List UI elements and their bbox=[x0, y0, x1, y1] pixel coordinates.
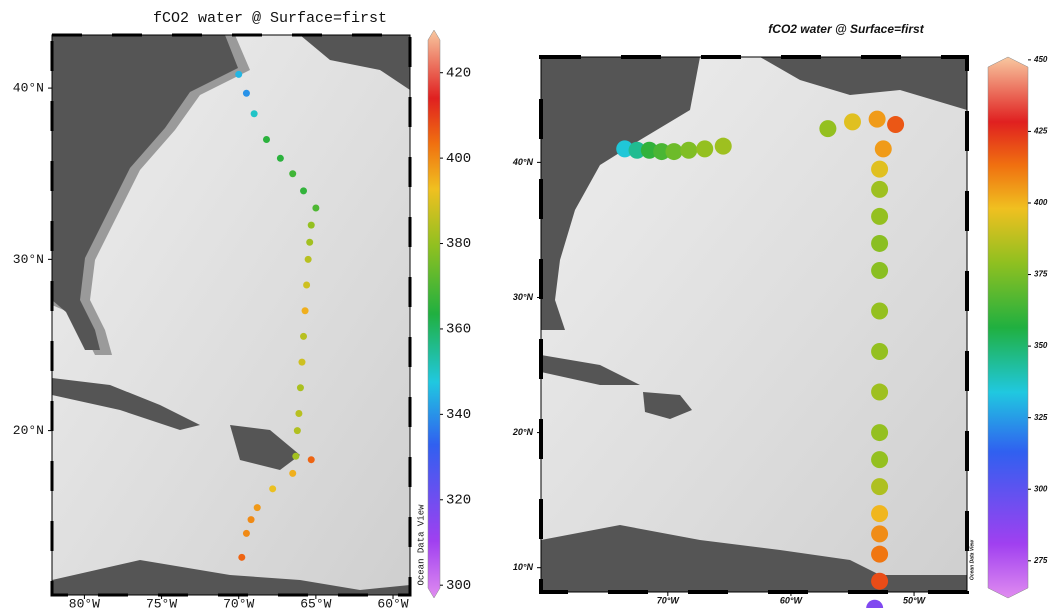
track-point bbox=[871, 525, 888, 542]
lon-tick-label: 75°W bbox=[146, 596, 177, 608]
track-point bbox=[871, 161, 888, 178]
lat-tick-label: 30°N bbox=[513, 292, 534, 302]
track-point bbox=[871, 343, 888, 360]
colorbar-tick-label: 320 bbox=[446, 492, 471, 508]
track-point bbox=[696, 140, 713, 157]
lat-tick-label: 20°N bbox=[512, 427, 534, 437]
colorbar-tick-label: 300 bbox=[446, 578, 471, 594]
lat-tick-label: 20°N bbox=[13, 423, 44, 438]
lon-tick-label: 50°W bbox=[903, 595, 927, 605]
colorbar-tick-label: 380 bbox=[446, 236, 471, 252]
track-point bbox=[887, 116, 904, 133]
track-point bbox=[871, 181, 888, 198]
track-point bbox=[238, 554, 245, 561]
panel-title: fCO2 water @ Surface=first bbox=[768, 22, 924, 36]
track-point bbox=[308, 222, 315, 229]
track-point bbox=[871, 424, 888, 441]
track-point bbox=[277, 155, 284, 162]
track-point bbox=[866, 600, 883, 608]
track-point bbox=[871, 505, 888, 522]
lon-tick-label: 70°W bbox=[657, 595, 681, 605]
track-point bbox=[871, 546, 888, 563]
track-point bbox=[300, 187, 307, 194]
track-point bbox=[298, 359, 305, 366]
track-point bbox=[871, 262, 888, 279]
colorbar-tick-label: 325 bbox=[1034, 413, 1048, 422]
colorbar bbox=[988, 57, 1028, 598]
track-point bbox=[869, 111, 886, 128]
lon-tick-label: 70°W bbox=[223, 596, 254, 608]
track-point bbox=[248, 516, 255, 523]
track-point bbox=[871, 573, 888, 590]
colorbar-tick-label: 375 bbox=[1034, 270, 1048, 279]
lat-tick-label: 30°N bbox=[13, 252, 44, 267]
colorbar-tick-label: 400 bbox=[446, 151, 471, 167]
track-point bbox=[871, 235, 888, 252]
track-point bbox=[305, 256, 312, 263]
credit: Ocean Data View bbox=[416, 504, 426, 586]
track-point bbox=[243, 90, 250, 97]
track-point bbox=[289, 470, 296, 477]
track-point bbox=[235, 71, 242, 78]
track-point bbox=[871, 302, 888, 319]
track-point bbox=[306, 239, 313, 246]
lon-tick-label: 80°W bbox=[69, 596, 100, 608]
colorbar bbox=[428, 30, 440, 598]
track-point bbox=[294, 427, 301, 434]
track-point bbox=[303, 282, 310, 289]
credit: Ocean Data View bbox=[969, 539, 975, 580]
colorbar-tick-label: 420 bbox=[446, 65, 471, 81]
lat-tick-label: 40°N bbox=[512, 157, 534, 167]
colorbar-tick-label: 300 bbox=[1034, 484, 1048, 493]
lat-tick-label: 40°N bbox=[13, 81, 44, 96]
track-point bbox=[312, 204, 319, 211]
track-point bbox=[297, 384, 304, 391]
track-point bbox=[292, 453, 299, 460]
track-point bbox=[269, 485, 276, 492]
lon-tick-label: 65°W bbox=[300, 596, 331, 608]
panel-title: fCO2 water @ Surface=first bbox=[153, 10, 387, 27]
track-point bbox=[243, 530, 250, 537]
colorbar-tick-label: 275 bbox=[1033, 556, 1048, 565]
track-point bbox=[289, 170, 296, 177]
colorbar-tick-label: 400 bbox=[1033, 198, 1048, 207]
track-point bbox=[300, 333, 307, 340]
track-point bbox=[680, 142, 697, 159]
lon-tick-label: 60°W bbox=[377, 596, 408, 608]
track-point bbox=[263, 136, 270, 143]
track-point bbox=[871, 208, 888, 225]
map-left bbox=[52, 35, 410, 595]
track-point bbox=[871, 451, 888, 468]
track-point bbox=[871, 478, 888, 495]
track-point bbox=[871, 384, 888, 401]
lat-tick-label: 10°N bbox=[513, 562, 534, 572]
colorbar-tick-label: 425 bbox=[1033, 127, 1048, 136]
colorbar-tick-label: 360 bbox=[446, 322, 471, 338]
track-point bbox=[665, 143, 682, 160]
page: fCO2 water @ Surface=first 80°W 75°W 70°W 65… bbox=[0, 0, 1058, 608]
lon-tick-label: 60°W bbox=[780, 595, 804, 605]
track-point bbox=[254, 504, 261, 511]
track-point bbox=[875, 140, 892, 157]
track-point bbox=[819, 120, 836, 137]
map-right bbox=[541, 57, 967, 592]
track-point bbox=[715, 138, 732, 155]
track-point bbox=[295, 410, 302, 417]
track-point bbox=[302, 307, 309, 314]
track-point bbox=[844, 113, 861, 130]
colorbar-tick-label: 350 bbox=[1034, 341, 1048, 350]
colorbar-tick-label: 340 bbox=[446, 407, 471, 423]
track-point bbox=[251, 110, 258, 117]
colorbar-tick-label: 450 bbox=[1033, 55, 1048, 64]
track-point bbox=[308, 456, 315, 463]
